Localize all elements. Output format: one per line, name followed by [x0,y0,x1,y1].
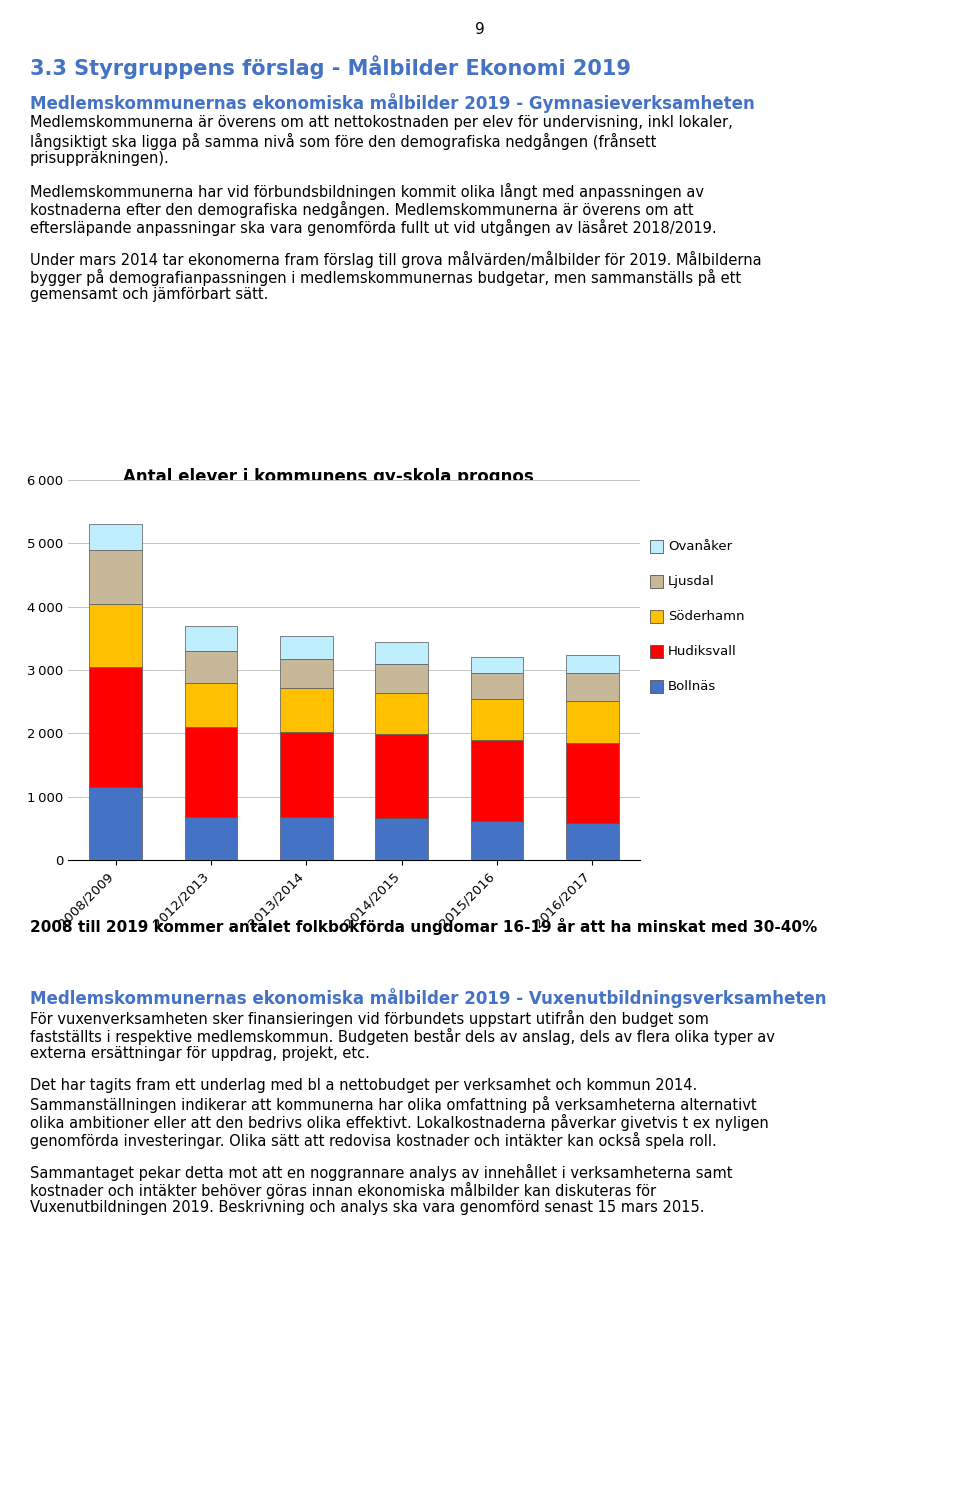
Text: Under mars 2014 tar ekonomerna fram förslag till grova målvärden/målbilder för 2: Under mars 2014 tar ekonomerna fram förs… [30,251,761,267]
Bar [89,524,142,550]
Text: Sammanställningen indikerar att kommunerna har olika omfattning på verksamhetern: Sammanställningen indikerar att kommuner… [30,1095,756,1114]
Bar [566,823,618,860]
Text: Hudiksvall: Hudiksvall [668,645,736,657]
Text: prisuppräkningen).: prisuppräkningen). [30,151,170,166]
Bar [566,672,618,701]
Text: långsiktigt ska ligga på samma nivå som före den demografiska nedgången (frånset: långsiktigt ska ligga på samma nivå som … [30,133,657,150]
Text: Vuxenutbildningen 2019. Beskrivning och analys ska vara genomförd senast 15 mars: Vuxenutbildningen 2019. Beskrivning och … [30,1200,705,1215]
Bar [89,666,142,787]
Bar [280,731,332,817]
Bar [470,740,523,822]
Bar [566,701,618,743]
Text: olika ambitioner eller att den bedrivs olika effektivt. Lokalkostnaderna påverka: olika ambitioner eller att den bedrivs o… [30,1114,769,1132]
Text: fastställts i respektive medlemskommun. Budgeten består dels av anslag, dels av : fastställts i respektive medlemskommun. … [30,1027,775,1046]
Text: Ljusdal: Ljusdal [668,576,715,588]
Bar [89,787,142,860]
Bar [184,727,237,817]
Bar [280,688,332,731]
Text: kostnader och intäkter behöver göras innan ekonomiska målbilder kan diskuteras f: kostnader och intäkter behöver göras inn… [30,1182,656,1200]
Bar [184,817,237,860]
Text: eftersläpande anpassningar ska vara genomförda fullt ut vid utgången av läsåret : eftersläpande anpassningar ska vara geno… [30,219,716,236]
Bar [566,743,618,823]
Bar [470,672,523,700]
Bar [375,694,428,734]
Text: Söderhamn: Söderhamn [668,610,745,623]
Text: kostnaderna efter den demografiska nedgången. Medlemskommunerna är överens om at: kostnaderna efter den demografiska nedgå… [30,201,694,218]
Bar [184,683,237,727]
Bar [650,680,663,694]
Text: genomförda investeringar. Olika sätt att redovisa kostnader och intäkter kan ock: genomförda investeringar. Olika sätt att… [30,1132,717,1148]
Bar [650,539,663,553]
Bar [470,700,523,740]
Text: 9: 9 [475,23,485,36]
Text: Medlemskommunerna har vid förbundsbildningen kommit olika långt med anpassningen: Medlemskommunerna har vid förbundsbildni… [30,183,704,199]
Bar [650,576,663,588]
Text: Medlemskommunerna är överens om att nettokostnaden per elev för undervisning, in: Medlemskommunerna är överens om att nett… [30,115,732,130]
Bar [375,665,428,694]
Bar [184,651,237,683]
Bar [375,817,428,860]
Text: Ovanåker: Ovanåker [668,539,732,553]
Bar [650,610,663,623]
Text: Medlemskommunernas ekonomiska målbilder 2019 - Gymnasieverksamheten: Medlemskommunernas ekonomiska målbilder … [30,94,755,113]
Bar [184,626,237,651]
Bar [280,636,332,659]
Text: Bollnäs: Bollnäs [668,680,716,694]
Bar [470,657,523,672]
Text: 3.3 Styrgruppens förslag - Målbilder Ekonomi 2019: 3.3 Styrgruppens förslag - Målbilder Eko… [30,54,631,79]
Bar [280,817,332,860]
Bar [280,659,332,688]
Text: Sammantaget pekar detta mot att en noggrannare analys av innehållet i verksamhet: Sammantaget pekar detta mot att en noggr… [30,1163,732,1182]
Bar [375,734,428,817]
Text: gemensamt och jämförbart sätt.: gemensamt och jämförbart sätt. [30,287,269,302]
Text: Det har tagits fram ett underlag med bl a nettobudget per verksamhet och kommun : Det har tagits fram ett underlag med bl … [30,1077,697,1092]
Text: För vuxenverksamheten sker finansieringen vid förbundets uppstart utifrån den bu: För vuxenverksamheten sker finansieringe… [30,1009,708,1027]
Bar [89,550,142,603]
Text: 2008 till 2019 kommer antalet folkbokförda ungdomar 16-19 år att ha minskat med : 2008 till 2019 kommer antalet folkbokför… [30,919,817,935]
Bar [375,642,428,665]
Text: bygger på demografianpassningen i medlemskommunernas budgetar, men sammanställs : bygger på demografianpassningen i medlem… [30,269,741,286]
Bar [89,603,142,666]
Bar [566,656,618,672]
Text: externa ersättningar för uppdrag, projekt, etc.: externa ersättningar för uppdrag, projek… [30,1046,370,1061]
Bar [650,645,663,657]
Text: Antal elever i kommunens gy-skola prognos: Antal elever i kommunens gy-skola progno… [123,468,534,487]
Bar [470,822,523,860]
Text: Medlemskommunernas ekonomiska målbilder 2019 - Vuxenutbildningsverksamheten: Medlemskommunernas ekonomiska målbilder … [30,988,827,1008]
